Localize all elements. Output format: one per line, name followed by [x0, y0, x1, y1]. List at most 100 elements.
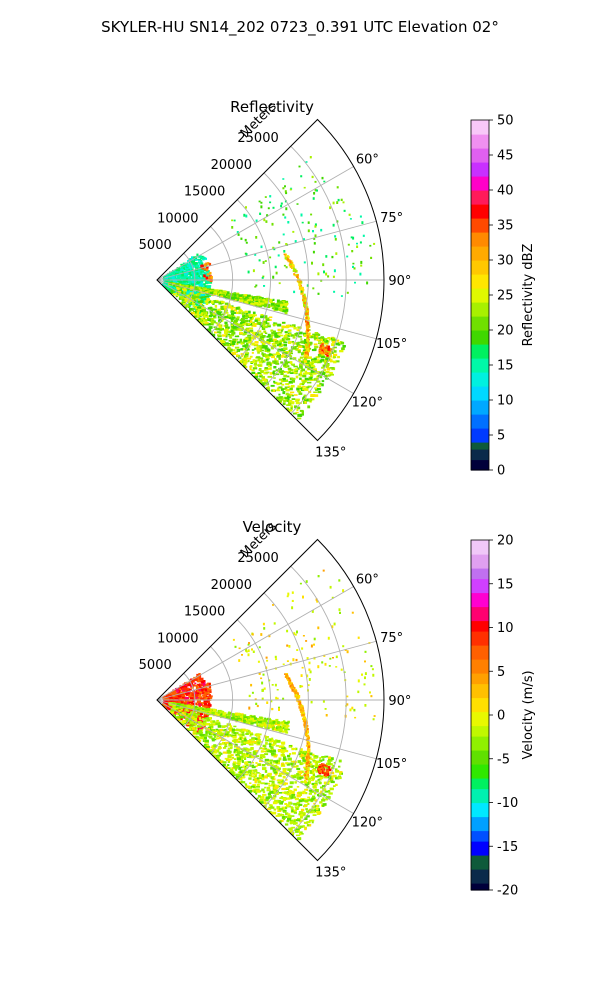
- echo-pixel: [195, 295, 200, 299]
- echo-pixel: [261, 774, 265, 777]
- echo-pixel: [174, 710, 177, 713]
- echo-pixel: [254, 325, 257, 327]
- echo-pixel: [303, 302, 306, 305]
- echo-pixel: [238, 741, 241, 743]
- echo-pixel: [300, 833, 304, 835]
- echo-pixel: [254, 737, 259, 740]
- echo-pixel: [230, 316, 233, 319]
- echo-pixel: [191, 308, 195, 311]
- echo-pixel: [181, 685, 184, 688]
- echo-pixel: [212, 733, 218, 736]
- echo-pixel: [256, 797, 259, 800]
- echo-pixel: [261, 277, 264, 279]
- echo-pixel: [306, 312, 309, 315]
- echo-pixel: [277, 343, 282, 347]
- echo-pixel: [191, 260, 196, 264]
- echo-pixel: [310, 335, 314, 339]
- echo-pixel: [256, 739, 260, 742]
- echo-pixel: [278, 307, 282, 310]
- echo-pixel: [188, 293, 191, 296]
- echo-pixel: [228, 335, 233, 337]
- echo-pixel: [296, 203, 299, 205]
- echo-pixel: [218, 318, 222, 322]
- echo-pixel: [219, 328, 223, 331]
- echo-pixel: [250, 317, 254, 320]
- echo-pixel: [205, 731, 208, 734]
- echo-pixel: [256, 356, 261, 359]
- echo-pixel: [316, 384, 321, 387]
- colorbar-tick-label: 35: [497, 219, 514, 234]
- echo-pixel: [324, 755, 329, 758]
- echo-pixel: [248, 301, 252, 305]
- colorbar-segment: [471, 323, 489, 328]
- echo-pixel: [273, 771, 278, 774]
- echo-pixel: [312, 197, 315, 200]
- echo-pixel: [306, 810, 311, 813]
- echo-pixel: [282, 321, 286, 324]
- echo-pixel: [243, 768, 246, 771]
- echo-pixel: [265, 742, 268, 745]
- echo-pixel: [185, 714, 189, 717]
- echo-pixel: [307, 329, 310, 332]
- echo-pixel: [285, 266, 288, 269]
- echo-pixel: [302, 380, 305, 384]
- colorbar-segment: [471, 340, 489, 345]
- echo-pixel: [296, 786, 300, 788]
- echo-pixel: [265, 318, 270, 321]
- colorbar-segment: [471, 158, 489, 163]
- echo-pixel: [310, 213, 313, 216]
- echo-pixel: [202, 733, 206, 736]
- echo-pixel: [305, 365, 308, 369]
- echo-pixel: [316, 813, 321, 815]
- echo-pixel: [296, 279, 299, 282]
- echo-pixel: [272, 768, 277, 771]
- echo-pixel: [230, 734, 233, 737]
- echo-pixel: [238, 308, 242, 311]
- echo-pixel: [248, 774, 252, 777]
- echo-pixel: [250, 747, 254, 750]
- echo-pixel: [212, 312, 216, 315]
- echo-pixel: [245, 206, 247, 209]
- echo-pixel: [196, 311, 200, 315]
- echo-pixel: [232, 338, 237, 341]
- echo-pixel: [274, 342, 279, 345]
- echo-pixel: [284, 397, 290, 399]
- echo-pixel: [256, 346, 260, 349]
- echo-pixel: [290, 334, 293, 337]
- echo-pixel: [243, 213, 246, 217]
- colorbar-segment: [471, 197, 489, 202]
- echo-pixel: [186, 723, 191, 725]
- echo-pixel: [193, 271, 197, 274]
- echo-pixel: [287, 768, 292, 771]
- echo-pixel: [276, 739, 281, 743]
- echo-pixel: [196, 692, 200, 695]
- echo-pixel: [207, 704, 212, 707]
- echo-pixel: [204, 297, 207, 300]
- echo-pixel: [303, 766, 307, 769]
- echo-pixel: [313, 810, 316, 814]
- echo-pixel: [327, 780, 330, 783]
- echo-pixel: [179, 721, 182, 725]
- echo-pixel: [286, 399, 291, 402]
- echo-pixel: [317, 794, 319, 797]
- echo-pixel: [370, 256, 373, 259]
- echo-pixel: [318, 759, 323, 762]
- echo-pixel: [321, 337, 325, 339]
- echo-pixel: [202, 718, 205, 720]
- echo-pixel: [327, 353, 332, 356]
- echo-pixel: [206, 294, 211, 297]
- echo-pixel: [190, 711, 194, 715]
- echo-pixel: [319, 382, 322, 385]
- echo-pixel: [192, 715, 195, 719]
- colorbar-segment: [471, 442, 489, 447]
- echo-pixel: [289, 355, 293, 358]
- echo-pixel: [177, 292, 181, 295]
- echo-pixel: [163, 700, 168, 703]
- echo-pixel: [273, 380, 276, 383]
- echo-pixel: [197, 721, 202, 724]
- echo-pixel: [272, 275, 275, 279]
- echo-pixel: [275, 307, 279, 310]
- echo-pixel: [210, 291, 214, 295]
- echo-pixel: [184, 270, 188, 273]
- echo-pixel: [257, 318, 261, 321]
